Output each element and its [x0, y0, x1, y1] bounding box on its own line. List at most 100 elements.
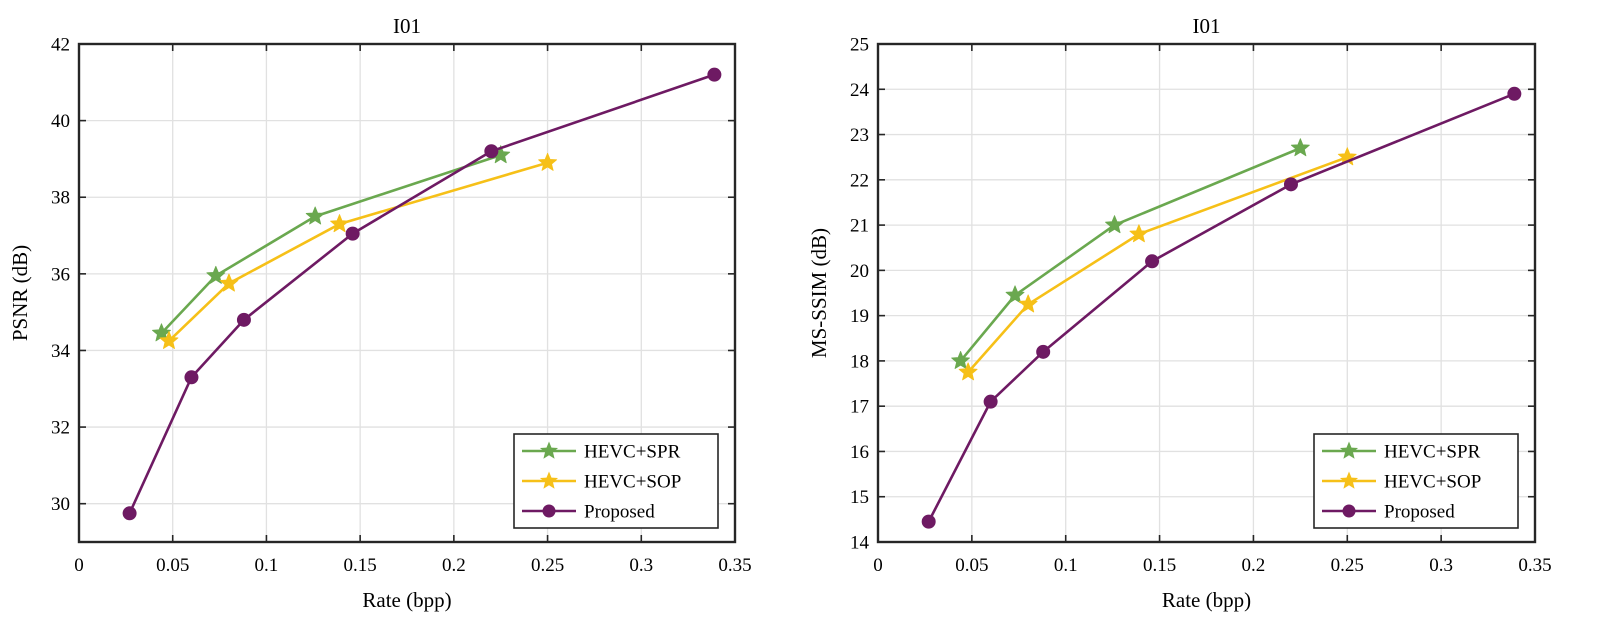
y-tick-label: 17: [850, 397, 869, 418]
data-point: [152, 323, 171, 342]
y-tick-label: 38: [51, 188, 70, 209]
series-hevc-sop: [958, 147, 1357, 381]
data-point: [206, 265, 226, 284]
legend-label: HEVC+SOP: [1384, 472, 1481, 493]
legend-entry: Proposed: [522, 502, 655, 523]
legend-label: Proposed: [1384, 502, 1455, 523]
data-point: [1145, 254, 1160, 269]
series-hevc-spr: [951, 138, 1310, 369]
data-point: [345, 226, 360, 241]
grid: [79, 44, 735, 542]
x-tick-label: 0: [74, 555, 84, 576]
chart-panel-2: 0 0.05 0.1 0.15 0.2 0.25 0.3 0.35 14 15 16 17 18 19 20…: [807, 14, 1552, 612]
legend-entry: HEVC+SPR: [522, 441, 681, 463]
y-tick-label: 36: [51, 264, 70, 285]
data-point: [538, 152, 558, 171]
ticks: [877, 43, 1536, 543]
x-tick-label: 0.05: [955, 555, 988, 576]
axes-box: [77, 42, 737, 544]
data-point: [983, 394, 998, 409]
y-tick-label: 20: [850, 261, 869, 282]
series-hevc-sop: [159, 152, 558, 349]
chart-title: I01: [1193, 14, 1221, 38]
x-tick-label: 0.15: [1143, 555, 1176, 576]
x-tick-label: 0.3: [629, 555, 653, 576]
y-tick-label: 34: [51, 341, 71, 362]
x-tick-label: 0.25: [1331, 555, 1364, 576]
legend-entry: Proposed: [1322, 502, 1455, 523]
x-tick-label: 0.35: [1518, 555, 1551, 576]
data-point: [1290, 138, 1310, 157]
data-point: [484, 144, 499, 159]
legend: HEVC+SPR HEVC+SOP Proposed: [1313, 433, 1519, 529]
y-tick-label: 25: [850, 35, 869, 56]
legend-marker: [1342, 504, 1356, 518]
data-point: [958, 362, 978, 381]
legend-label: HEVC+SPR: [1384, 442, 1481, 463]
legend-label: HEVC+SOP: [584, 472, 681, 493]
x-tick-label: 0.35: [718, 555, 751, 576]
x-tick-label: 0.25: [531, 555, 564, 576]
legend: HEVC+SPR HEVC+SOP Proposed: [513, 433, 719, 529]
data-point: [1129, 224, 1149, 243]
y-tick-label: 19: [850, 306, 869, 327]
series-line: [160, 153, 502, 335]
series-proposed: [122, 67, 722, 521]
data-point: [951, 351, 971, 369]
y-tick-label: 32: [51, 418, 70, 439]
data-point: [1507, 86, 1522, 101]
data-point: [159, 330, 179, 349]
x-tick-label: 0.1: [255, 555, 279, 576]
y-tick-label: 18: [850, 351, 869, 372]
y-tick-label: 42: [51, 35, 70, 56]
data-point: [219, 273, 239, 292]
x-tick-label: 0.15: [344, 555, 377, 576]
y-axis-label: MS-SSIM (dB): [807, 228, 831, 358]
data-point: [921, 514, 936, 529]
series-proposed: [921, 86, 1522, 529]
data-point: [1283, 177, 1298, 192]
x-tick-label: 0.3: [1429, 555, 1453, 576]
data-point: [1036, 344, 1051, 359]
legend-marker: [539, 441, 559, 459]
ticks: [78, 43, 736, 542]
legend-marker: [1339, 441, 1359, 459]
y-tick-label: 15: [850, 487, 869, 508]
x-tick-label: 0.2: [1242, 555, 1266, 576]
y-tick-label: 23: [850, 125, 869, 146]
data-point: [122, 506, 137, 521]
y-tick-label: 40: [51, 111, 70, 132]
legend-entry: HEVC+SOP: [522, 471, 681, 493]
y-tick-label: 14: [850, 533, 870, 554]
legend-entry: HEVC+SPR: [1322, 441, 1481, 463]
y-tick-label: 24: [850, 80, 870, 101]
legend-label: HEVC+SPR: [584, 442, 681, 463]
y-tick-label: 30: [51, 494, 70, 515]
y-axis-label: PSNR (dB): [8, 245, 32, 341]
series-line: [967, 155, 1348, 374]
y-tick-label: 16: [850, 442, 869, 463]
series-line: [128, 73, 715, 514]
legend-marker: [539, 471, 559, 489]
data-point: [330, 214, 349, 233]
x-tick-label: 0: [873, 555, 883, 576]
legend-marker: [542, 504, 556, 518]
series-line: [927, 92, 1515, 523]
data-point: [236, 312, 251, 327]
x-axis-label: Rate (bpp): [1162, 588, 1251, 612]
legend-label: Proposed: [584, 502, 655, 523]
data-point: [184, 370, 199, 385]
chart-title: I01: [393, 14, 421, 38]
data-point: [707, 67, 722, 82]
data-point: [1105, 215, 1124, 234]
y-tick-label: 21: [850, 216, 869, 237]
series-hevc-spr: [152, 145, 511, 342]
y-tick-label: 22: [850, 170, 869, 191]
x-tick-label: 0.05: [156, 555, 189, 576]
legend-marker: [1339, 471, 1359, 489]
x-tick-label: 0.1: [1054, 555, 1078, 576]
series-line: [959, 146, 1301, 362]
legend-entry: HEVC+SOP: [1322, 471, 1481, 493]
x-tick-label: 0.2: [442, 555, 466, 576]
